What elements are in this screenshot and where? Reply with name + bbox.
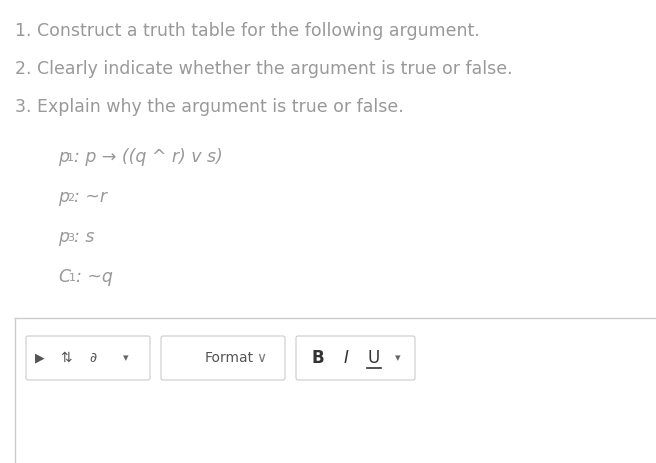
Text: 1: 1 xyxy=(67,153,74,163)
Text: ∂: ∂ xyxy=(89,351,96,365)
Text: p: p xyxy=(58,228,69,246)
FancyBboxPatch shape xyxy=(296,336,415,380)
Text: 1: 1 xyxy=(69,273,76,283)
Text: ▾: ▾ xyxy=(395,353,401,363)
Text: : p → ((q ^ r) v s): : p → ((q ^ r) v s) xyxy=(74,148,223,166)
Text: 2: 2 xyxy=(67,193,74,203)
Text: : s: : s xyxy=(74,228,94,246)
Text: I: I xyxy=(344,349,348,367)
Text: ▶: ▶ xyxy=(35,351,45,364)
Text: : ~q: : ~q xyxy=(76,268,113,286)
Text: p: p xyxy=(58,188,69,206)
Text: B: B xyxy=(312,349,324,367)
Text: 1. Construct a truth table for the following argument.: 1. Construct a truth table for the follo… xyxy=(15,22,480,40)
Text: ∨: ∨ xyxy=(256,351,266,365)
Text: ▾: ▾ xyxy=(123,353,129,363)
Text: : ~r: : ~r xyxy=(74,188,107,206)
Text: 3. Explain why the argument is true or false.: 3. Explain why the argument is true or f… xyxy=(15,98,403,116)
Text: U: U xyxy=(368,349,380,367)
Text: C: C xyxy=(58,268,70,286)
Text: Format: Format xyxy=(205,351,254,365)
Text: ⇅: ⇅ xyxy=(60,351,72,365)
FancyBboxPatch shape xyxy=(26,336,150,380)
FancyBboxPatch shape xyxy=(161,336,285,380)
Text: 3: 3 xyxy=(67,233,74,243)
Text: p: p xyxy=(58,148,69,166)
Text: 2. Clearly indicate whether the argument is true or false.: 2. Clearly indicate whether the argument… xyxy=(15,60,512,78)
